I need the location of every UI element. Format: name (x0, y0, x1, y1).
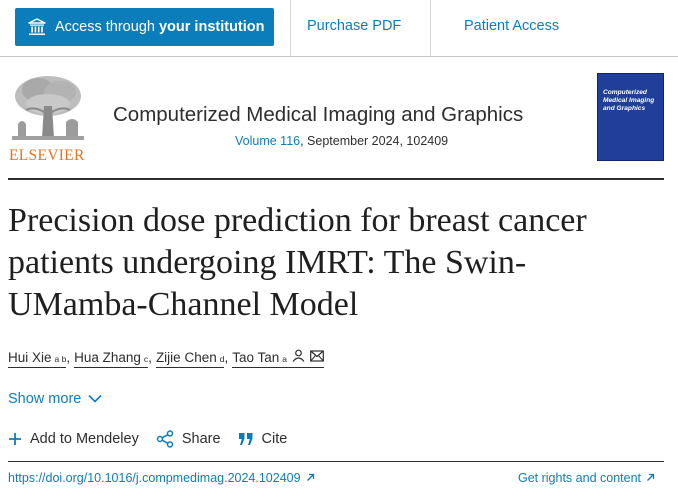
doi-link[interactable]: https://doi.org/10.1016/j.compmedimag.20… (8, 471, 315, 485)
footer-divider (8, 461, 664, 462)
cite-quote-icon (238, 433, 253, 445)
issue-info: , September 2024, 102409 (300, 134, 449, 148)
author-affiliation: a (282, 354, 287, 364)
institution-icon (28, 18, 46, 36)
show-more-label: Show more (8, 391, 82, 407)
author-link[interactable]: Zijie Chen d (155, 350, 225, 368)
journal-meta: Volume 116, September 2024, 102409 (235, 134, 448, 148)
author-name: Tao Tan (232, 350, 280, 365)
person-icon (292, 349, 305, 365)
doi-text: https://doi.org/10.1016/j.compmedimag.20… (8, 471, 301, 485)
author-link[interactable]: Hui Xie a b (8, 350, 67, 368)
external-arrow-icon (306, 471, 315, 485)
institution-label-prefix: Access through (55, 19, 159, 35)
share-icon (156, 430, 174, 448)
add-to-mendeley-button[interactable]: Add to Mendeley (8, 431, 139, 447)
plus-icon (9, 433, 21, 445)
header-divider (8, 178, 664, 180)
share-button[interactable]: Share (156, 430, 221, 448)
cite-label: Cite (261, 431, 288, 447)
get-rights-link[interactable]: Get rights and content (518, 471, 655, 485)
mendeley-label: Add to Mendeley (30, 431, 139, 447)
elsevier-wordmark: ELSEVIER (9, 147, 85, 164)
author-name: Hua Zhang (74, 350, 141, 365)
author-link[interactable]: Hua Zhang c (74, 350, 149, 368)
show-more-button[interactable]: Show more (8, 391, 102, 407)
chevron-down-icon (88, 391, 102, 407)
divider (290, 0, 291, 56)
institution-label-bold: your institution (158, 19, 265, 35)
cite-button[interactable]: Cite (238, 431, 288, 447)
author-affiliation: a b (54, 354, 67, 364)
author-affiliation: d (219, 354, 225, 364)
article-actions: Add to Mendeley Share Cite (8, 430, 304, 448)
volume-link[interactable]: Volume 116 (235, 134, 301, 148)
author-link[interactable]: Tao Tan a (232, 349, 324, 368)
mail-icon (310, 350, 324, 365)
elsevier-tree-logo[interactable] (8, 72, 88, 164)
journal-cover-image[interactable]: Computerized Medical Imaging and Graphic… (597, 73, 664, 161)
access-through-institution-button[interactable]: Access through your institution (15, 8, 274, 46)
article-title: Precision dose prediction for breast can… (8, 202, 587, 323)
share-label: Share (181, 431, 221, 447)
external-arrow-icon (646, 471, 655, 485)
author-list: Hui Xie a b , Hua Zhang c , Zijie Chen d , … (8, 349, 324, 368)
divider (430, 0, 431, 56)
cover-title: Computerized Medical Imaging and Graphic… (603, 89, 655, 112)
author-affiliation: c (143, 354, 149, 364)
rights-text: Get rights and content (518, 471, 641, 485)
access-bar: Access through your institution Purchase… (0, 0, 678, 57)
purchase-pdf-link[interactable]: Purchase PDF (307, 18, 402, 34)
author-name: Hui Xie (8, 350, 52, 365)
patient-access-link[interactable]: Patient Access (464, 18, 560, 34)
author-name: Zijie Chen (155, 350, 217, 365)
journal-title-link[interactable]: Computerized Medical Imaging and Graphic… (113, 103, 524, 126)
